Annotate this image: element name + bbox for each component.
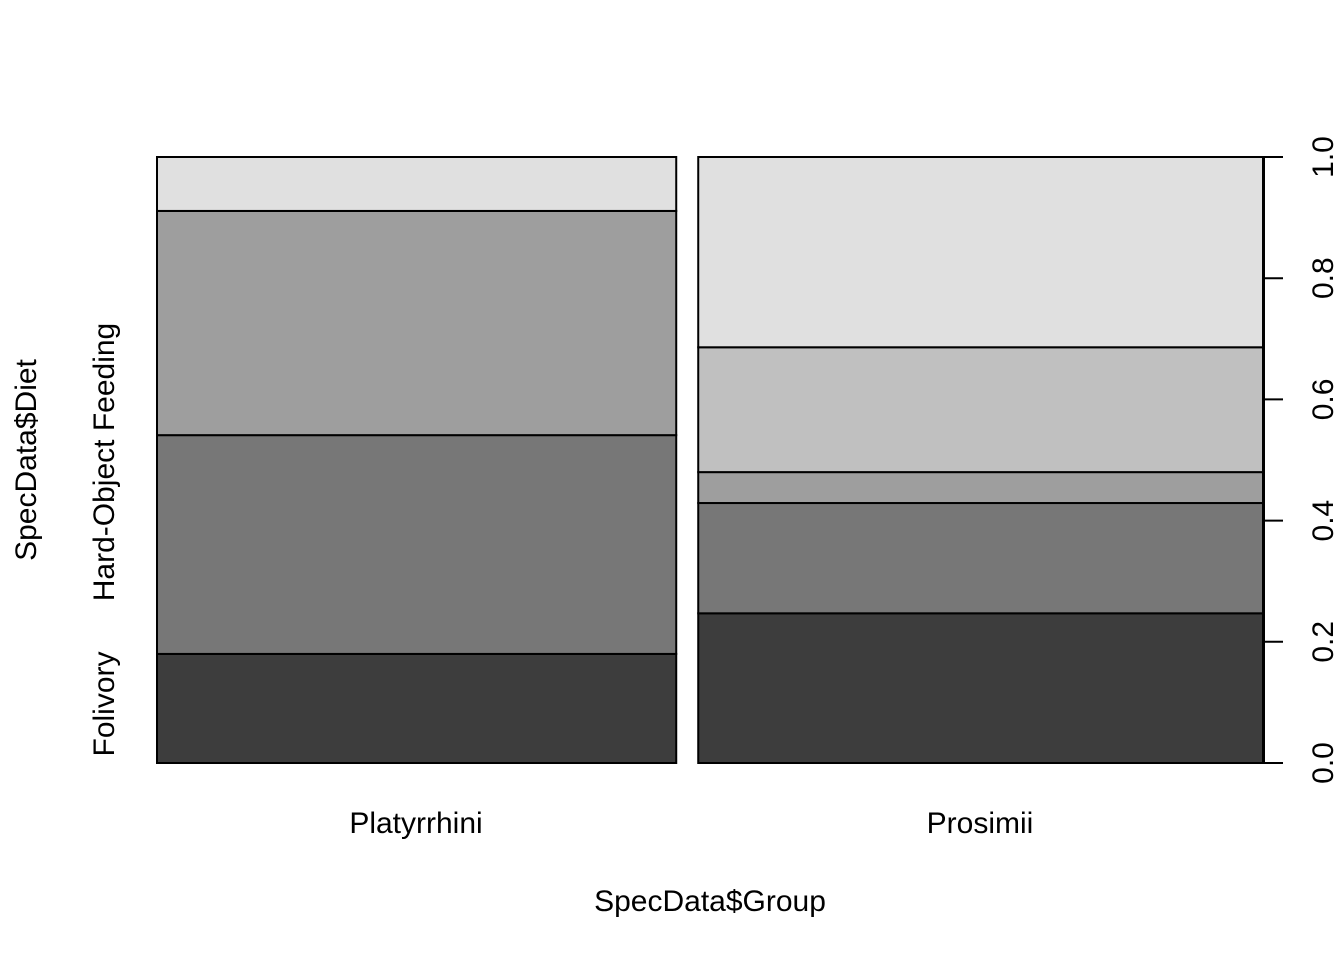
y-tick-label-4: 0.8 [1307,257,1340,299]
bar-segment-1-1 [697,502,1264,615]
x-axis-title: SpecData$Group [594,885,826,918]
bar-segment-0-1 [156,434,678,655]
bar-segment-1-3 [697,346,1264,474]
x-category-label-0: Platyrrhini [349,807,482,840]
y-tick-label-1: 0.2 [1307,621,1340,663]
plot-area [156,156,1264,764]
right-y-axis: 0.0 0.2 0.4 0.6 0.8 1.0 [1263,136,1340,784]
bar-segment-1-2 [697,471,1264,505]
y-level-label-hard-object-feeding: Hard-Object Feeding [88,323,121,601]
y-axis-title: SpecData$Diet [10,358,43,560]
bar-segment-0-4 [156,156,678,212]
bar-segment-1-0 [697,612,1264,764]
y-tick-label-2: 0.4 [1307,500,1340,542]
y-level-label-folivory: Folivory [88,651,121,756]
x-category-label-1: Prosimii [927,807,1034,840]
bar-segment-1-4 [697,156,1264,349]
y-tick-label-3: 0.6 [1307,379,1340,421]
y-tick-label-5: 1.0 [1307,136,1340,178]
bar-segment-0-2 [156,209,678,437]
bar-segment-0-0 [156,652,678,764]
y-tick-label-0: 0.0 [1307,742,1340,784]
